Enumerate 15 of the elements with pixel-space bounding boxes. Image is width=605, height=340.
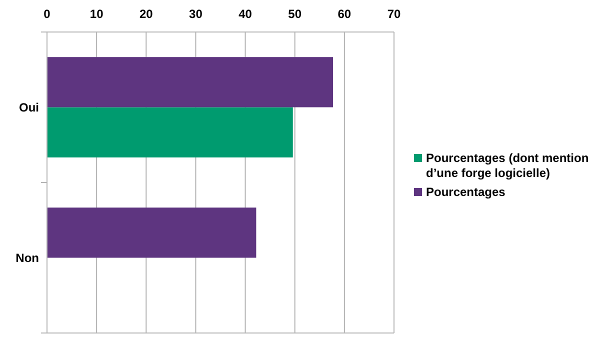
x-tick-label: 40 [238, 7, 252, 21]
legend-label: Pourcentages (dont mention d’une forge logicielle) [426, 151, 589, 180]
x-tick-label: 60 [338, 7, 352, 21]
x-tick-label: 70 [387, 7, 401, 21]
bar [47, 208, 256, 258]
legend-label: Pourcentages [426, 185, 506, 199]
y-tick-label: Non [16, 250, 39, 265]
x-tick-label: 30 [189, 7, 203, 21]
bar [47, 57, 334, 108]
x-tick-label: 20 [139, 7, 154, 21]
x-tick-label: 0 [44, 7, 51, 21]
x-tick-label: 50 [288, 7, 302, 21]
x-tick-label: 10 [90, 7, 104, 21]
y-tick-label: Oui [19, 100, 39, 114]
bar [47, 107, 293, 158]
